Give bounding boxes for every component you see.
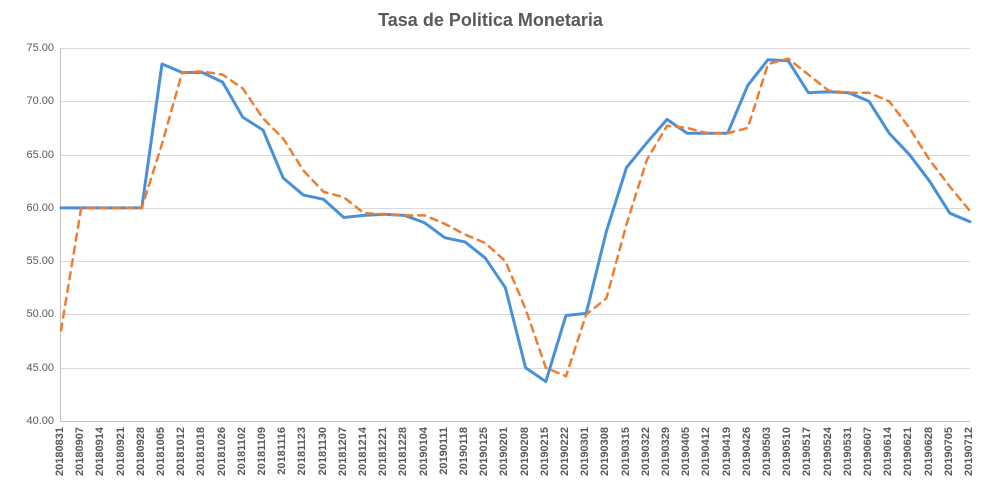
x-tick-label: 20190419 <box>721 427 733 476</box>
x-tick-label: 20190517 <box>801 427 813 476</box>
x-tick-label: 20181109 <box>256 427 268 475</box>
x-tick-label: 20190621 <box>902 427 914 476</box>
x-tick-label: 20190426 <box>741 427 753 476</box>
x-tick-label: 20181221 <box>377 427 389 476</box>
x-tick-label: 20181116 <box>276 427 288 475</box>
x-tick-label: 20180928 <box>135 427 147 476</box>
x-tick-label: 20180907 <box>74 427 86 476</box>
x-tick-label: 20181214 <box>357 427 369 476</box>
y-axis-labels: 40.0045.0050.0055.0060.0065.0070.0075.00 <box>0 48 60 421</box>
x-tick-label: 20180921 <box>115 427 127 476</box>
x-tick-label: 20190628 <box>923 427 935 476</box>
y-tick-label: 60.00 <box>26 202 54 214</box>
x-tick-label: 20190503 <box>761 427 773 476</box>
x-axis-labels: 2018083120180907201809142018092120180928… <box>60 427 969 501</box>
x-tick-label: 20190104 <box>418 427 430 476</box>
series-layer <box>61 48 970 421</box>
x-tick-label: 20190510 <box>781 427 793 476</box>
x-tick-label: 20190222 <box>559 427 571 476</box>
x-tick-label: 20190111 <box>438 427 450 475</box>
y-tick-label: 70.00 <box>26 95 54 107</box>
x-tick-label: 20181207 <box>337 427 349 476</box>
x-tick-label: 20190412 <box>700 427 712 476</box>
x-tick-label: 20190712 <box>963 427 975 476</box>
x-tick-label: 20190531 <box>842 427 854 476</box>
x-tick-label: 20181018 <box>195 427 207 476</box>
x-tick-label: 20181102 <box>236 427 248 475</box>
x-tick-label: 20190614 <box>882 427 894 476</box>
x-tick-label: 20190705 <box>943 427 955 476</box>
x-tick-label: 20190315 <box>620 427 632 476</box>
series-serie1 <box>61 60 970 382</box>
x-tick-label: 20181005 <box>155 427 167 476</box>
x-tick-label: 20181012 <box>175 427 187 476</box>
x-tick-label: 20190301 <box>579 427 591 476</box>
x-tick-label: 20181026 <box>216 427 228 476</box>
x-tick-label: 20190329 <box>660 427 672 476</box>
x-tick-label: 20181123 <box>296 427 308 475</box>
x-tick-label: 20180831 <box>54 427 66 476</box>
x-tick-label: 20190118 <box>458 427 470 475</box>
y-tick-label: 50.00 <box>26 308 54 320</box>
y-tick-label: 40.00 <box>26 415 54 427</box>
x-tick-label: 20180914 <box>94 427 106 476</box>
x-tick-label: 20190405 <box>680 427 692 476</box>
plot-area <box>60 48 970 422</box>
chart-container: Tasa de Politica Monetaria 40.00 45.00 50.… <box>0 0 981 501</box>
x-tick-label: 20190125 <box>478 427 490 476</box>
x-tick-label: 20190607 <box>862 427 874 476</box>
x-tick-label: 20190208 <box>519 427 531 476</box>
x-tick-label: 20181130 <box>317 427 329 475</box>
x-tick-label: 20190524 <box>822 427 834 476</box>
x-tick-label: 20190308 <box>599 427 611 476</box>
x-tick-label: 20190201 <box>498 427 510 476</box>
y-tick-label: 45.00 <box>26 362 54 374</box>
y-tick-label: 75.00 <box>26 42 54 54</box>
y-tick-label: 55.00 <box>26 255 54 267</box>
chart-title: Tasa de Politica Monetaria <box>0 10 981 31</box>
y-tick-label: 65.00 <box>26 149 54 161</box>
x-tick-label: 20181228 <box>397 427 409 476</box>
x-tick-label: 20190215 <box>539 427 551 476</box>
x-tick-label: 20190322 <box>640 427 652 476</box>
